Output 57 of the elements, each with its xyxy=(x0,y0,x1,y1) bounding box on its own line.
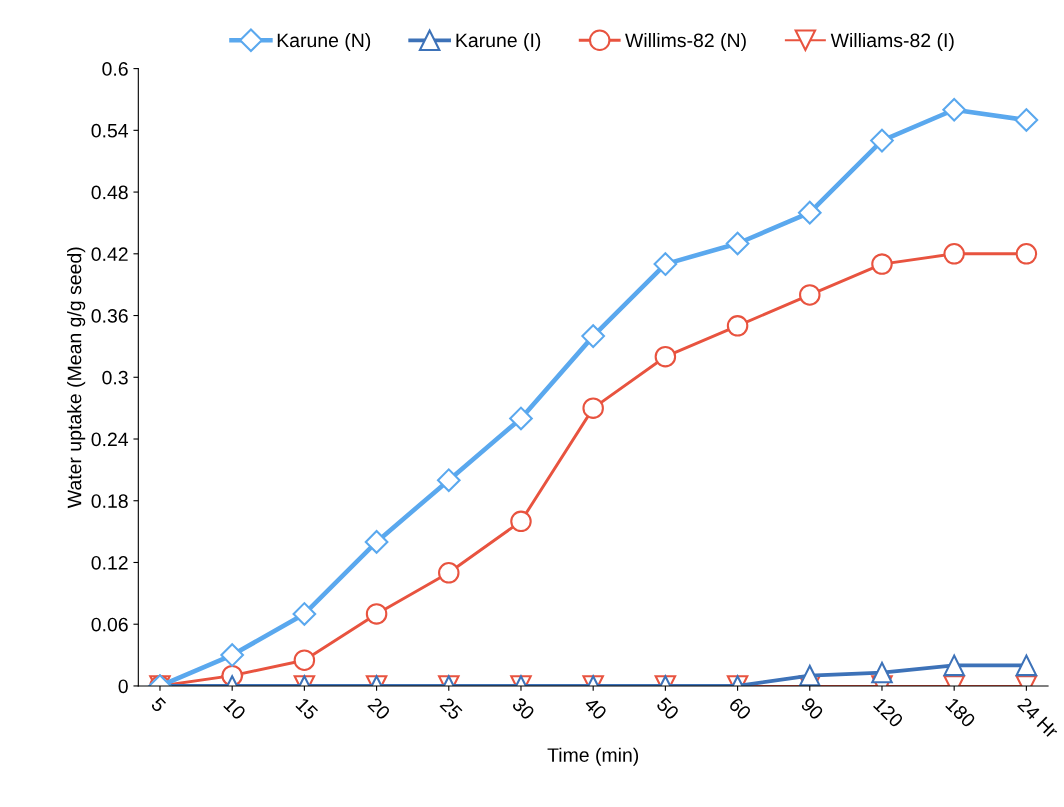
point xyxy=(1014,108,1039,132)
y-tick-label: 0.24 xyxy=(91,432,129,447)
legend-label: Willims-82 (N) xyxy=(625,32,746,52)
point xyxy=(364,530,389,554)
point xyxy=(436,468,461,493)
legend-label: Karune (I) xyxy=(456,32,541,52)
point xyxy=(292,602,317,626)
point xyxy=(1015,654,1038,677)
x-tick-label: 50 xyxy=(655,696,680,721)
point xyxy=(510,510,532,533)
x-tick-label: 5 xyxy=(150,696,167,713)
x-tick-label: 60 xyxy=(728,696,752,721)
point xyxy=(581,324,606,348)
x-tick-label: 90 xyxy=(800,696,825,721)
point xyxy=(726,315,749,337)
x-tick-label: 15 xyxy=(295,697,319,721)
x-axis-title: Time (min) xyxy=(547,747,639,766)
point xyxy=(943,243,965,265)
point xyxy=(870,128,894,153)
y-tick-label: 0.54 xyxy=(91,123,129,138)
point xyxy=(220,643,245,667)
point xyxy=(871,661,893,684)
x-tick-label: 30 xyxy=(511,696,536,721)
x-tick-label: 40 xyxy=(583,696,608,721)
y-tick-label: 0.42 xyxy=(91,247,128,262)
point xyxy=(799,284,821,306)
point xyxy=(871,253,893,275)
y-tick-label: 0 xyxy=(118,679,128,694)
point xyxy=(509,406,533,431)
y-tick-label: 0.06 xyxy=(91,617,128,632)
y-tick-label: 0.18 xyxy=(91,494,128,508)
y-axis-title: Water uptake (Mean g/g seed) xyxy=(67,247,86,509)
point xyxy=(293,649,316,671)
point xyxy=(1015,243,1038,265)
point xyxy=(725,231,750,256)
point xyxy=(799,664,821,686)
point xyxy=(654,345,677,368)
point xyxy=(943,654,965,677)
x-tick-label: 25 xyxy=(439,696,464,721)
y-tick-label: 0.3 xyxy=(102,370,128,385)
x-tick-label: 20 xyxy=(367,696,391,721)
y-tick-label: 0.48 xyxy=(91,185,128,200)
point xyxy=(582,397,604,419)
y-tick-label: 0.12 xyxy=(91,555,128,570)
legend-label: Williams-82 (I) xyxy=(830,32,954,52)
legend-label: Karune (N) xyxy=(277,32,371,52)
point xyxy=(797,200,822,225)
x-tick-label: 180 xyxy=(945,697,977,729)
x-tick-label: 24 Hr xyxy=(1017,696,1060,740)
y-tick-label: 0.6 xyxy=(102,62,128,76)
point xyxy=(365,603,388,625)
point xyxy=(653,252,678,276)
y-tick-label: 0.36 xyxy=(91,309,128,323)
x-tick-label: 10 xyxy=(223,697,247,721)
point xyxy=(942,97,967,122)
x-tick-label: 120 xyxy=(872,697,905,729)
point xyxy=(438,562,460,584)
